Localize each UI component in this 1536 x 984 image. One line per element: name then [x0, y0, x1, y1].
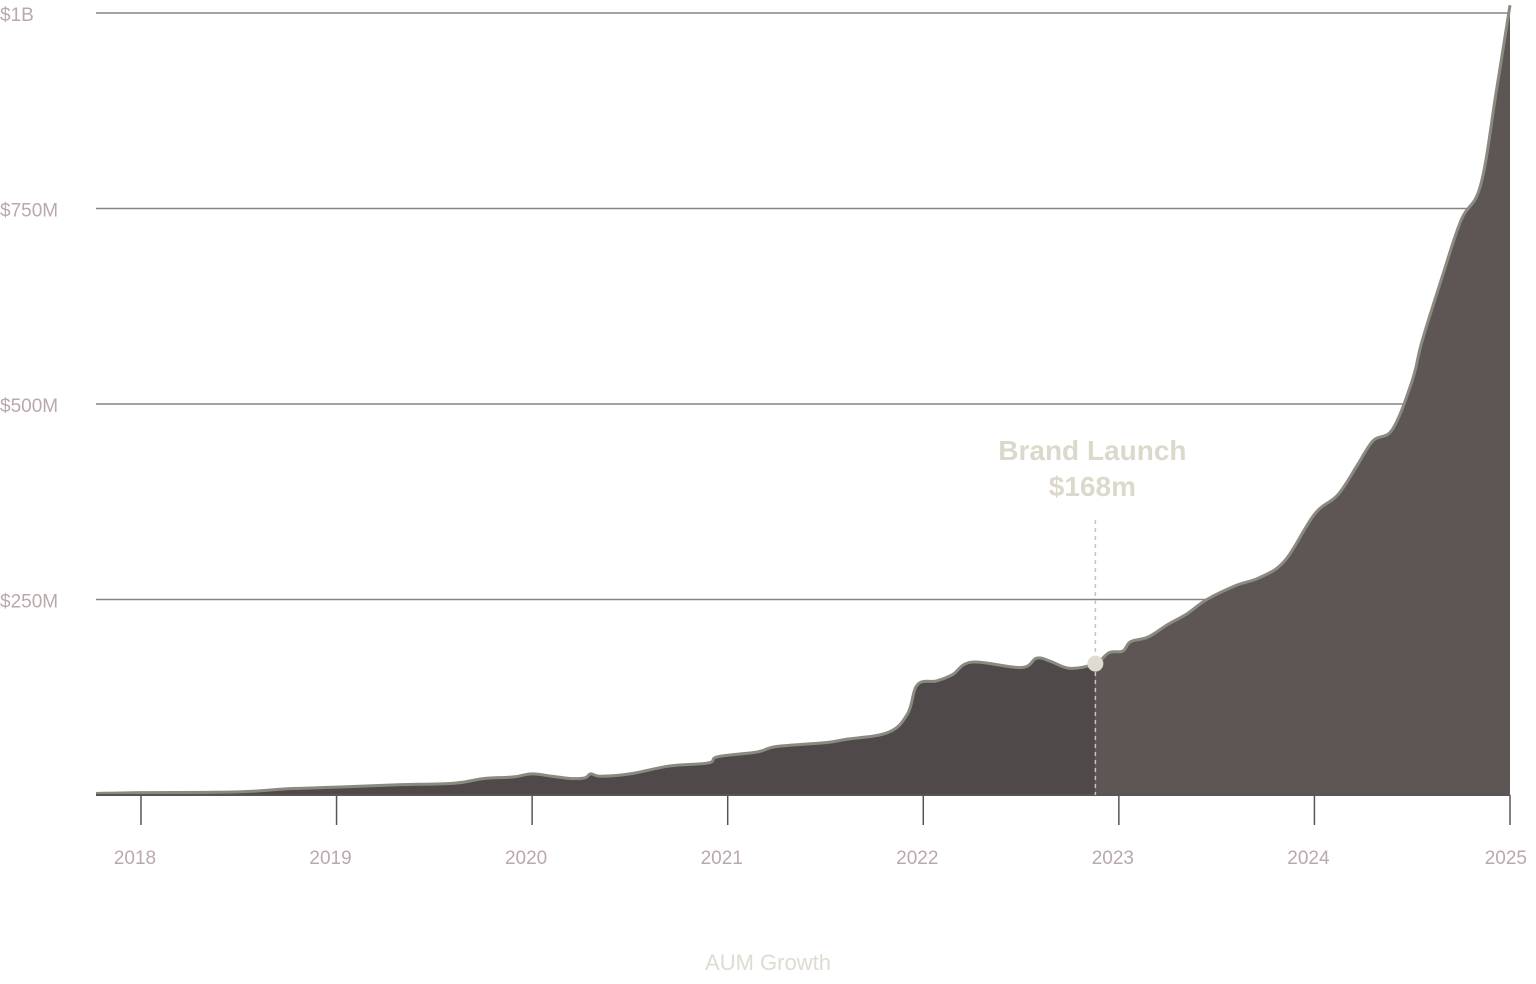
y-tick-label: $500M: [0, 396, 58, 417]
x-tick-label: 2022: [896, 848, 938, 869]
x-tick-label: 2025: [1485, 848, 1527, 869]
brand-launch-annotation: Brand Launch $168m: [998, 435, 1187, 795]
y-tick-label: $750M: [0, 201, 58, 222]
series-line: [95, 4, 1512, 795]
annotation-label: Brand Launch: [998, 435, 1186, 466]
area-before-launch: [96, 657, 1096, 795]
x-tick-label: 2018: [114, 848, 156, 869]
area-layer: [95, 4, 1512, 795]
x-tick-labels: 2018 2019 2020 2021 2022 2023 2024 2025: [114, 848, 1527, 869]
annotation-value: $168m: [1049, 471, 1136, 502]
y-tick-label: $1B: [0, 5, 34, 26]
x-axis: [96, 794, 1511, 825]
x-tick-label: 2021: [701, 848, 743, 869]
gridlines: [96, 12, 1510, 601]
y-tick-label: $250M: [0, 592, 58, 613]
y-tick-labels: $250M $500M $750M $1B: [0, 5, 58, 613]
area-after-launch: [1095, 5, 1510, 795]
annotation-marker: [1087, 655, 1104, 672]
chart-caption: AUM Growth: [705, 950, 831, 975]
x-tick-label: 2023: [1092, 848, 1134, 869]
x-tick-label: 2019: [309, 848, 351, 869]
x-tick-label: 2020: [505, 848, 547, 869]
x-tick-label: 2024: [1287, 848, 1330, 869]
